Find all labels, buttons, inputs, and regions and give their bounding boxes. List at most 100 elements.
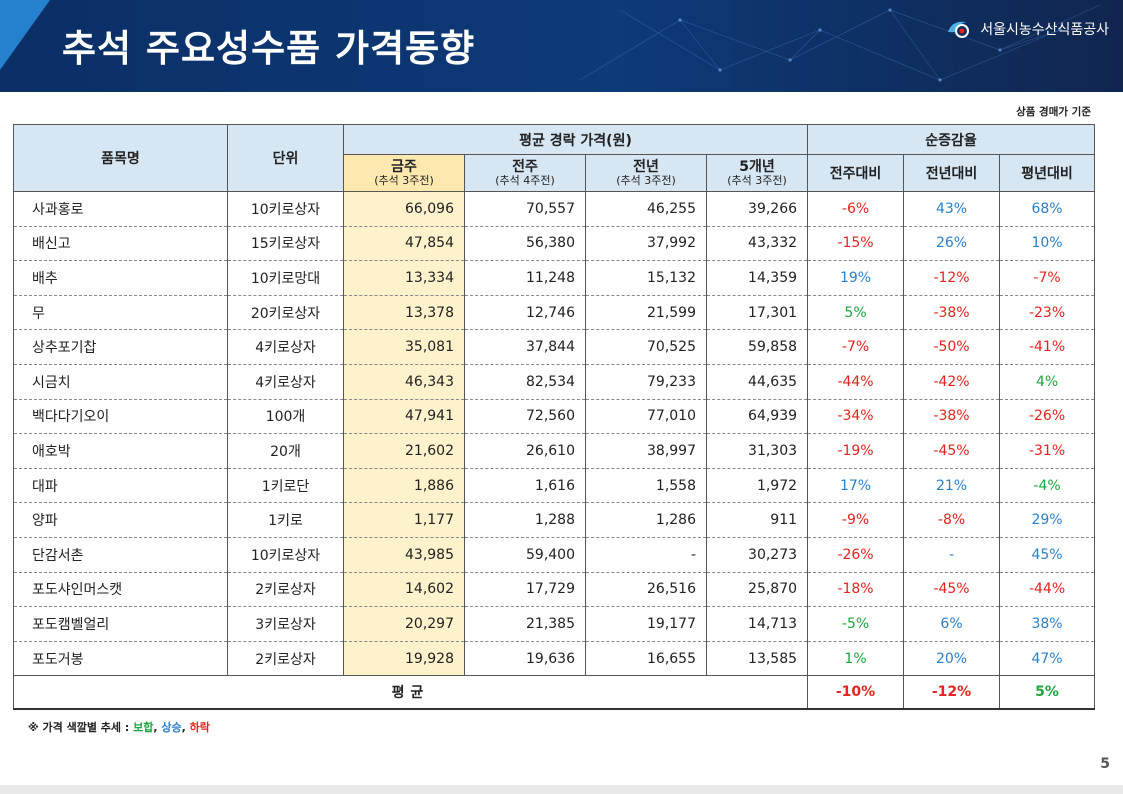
item-name: 양파: [13, 502, 228, 538]
rate-vs-last-week: -6%: [807, 191, 905, 227]
rate-vs-last-year: -50%: [903, 329, 1001, 365]
table-row: 시금치 4키로상자 46,343 82,534 79,233 44,635 -44% -42%…: [13, 363, 1096, 400]
price-this-week: 46,343: [343, 363, 465, 400]
rate-vs-last-year: 43%: [903, 191, 1001, 227]
price-last-week: 56,380: [464, 225, 586, 262]
header-accent-shape: [0, 0, 50, 70]
rate-vs-last-week: 19%: [807, 260, 905, 296]
item-unit: 1키로: [227, 502, 344, 538]
item-name: 시금치: [13, 363, 228, 400]
price-basis-note: 상품 경매가 기준: [1016, 106, 1091, 118]
rate-vs-last-week: -7%: [807, 329, 905, 365]
price-last-week: 26,610: [464, 433, 586, 469]
average-label: 평균: [12, 675, 809, 711]
price-last-week: 70,557: [464, 191, 586, 227]
price-this-week: 13,334: [343, 260, 465, 296]
rate-vs-last-week: -18%: [807, 571, 905, 608]
price-last-year: 79,233: [585, 363, 707, 400]
table-row: 무 20키로상자 13,378 12,746 21,599 17,301 5% -38% -23…: [13, 294, 1096, 331]
price-last-week: 72,560: [464, 398, 586, 435]
average-vs-normal-year: 5%: [999, 675, 1096, 711]
price-five-year: 30,273: [705, 536, 809, 573]
item-name: 백다다기오이: [13, 398, 228, 435]
rate-vs-last-year: 6%: [903, 606, 1001, 642]
price-five-year: 13,585: [705, 640, 809, 677]
price-five-year: 1,972: [705, 467, 809, 504]
rate-vs-last-week: 5%: [807, 294, 905, 331]
item-name: 단감서촌: [13, 536, 228, 573]
item-unit: 2키로상자: [227, 571, 344, 608]
table-row: 배신고 15키로상자 47,854 56,380 37,992 43,332 -15% 26%…: [13, 225, 1096, 262]
price-last-week: 82,534: [464, 363, 586, 400]
legend-sep-1: ,: [153, 721, 162, 734]
table-row: 양파 1키로 1,177 1,288 1,286 911 -9% -8% 29%: [13, 502, 1096, 538]
rate-vs-last-year: 26%: [903, 225, 1001, 262]
price-last-year: -: [585, 536, 707, 573]
price-last-year: 38,997: [585, 433, 707, 469]
item-name: 상추포기찹: [13, 329, 228, 365]
price-last-year: 19,177: [585, 606, 707, 642]
item-unit: 4키로상자: [227, 329, 344, 365]
price-this-week: 21,602: [343, 433, 465, 469]
table-row: 포도거봉 2키로상자 19,928 19,636 16,655 13,585 1% 20% 47…: [13, 640, 1096, 677]
item-name: 무: [13, 294, 228, 331]
legend-down: 하락: [189, 721, 210, 734]
item-unit: 15키로상자: [227, 225, 344, 262]
rate-vs-normal-year: 4%: [999, 363, 1096, 400]
price-last-year: 46,255: [585, 191, 707, 227]
rate-vs-last-year: -12%: [903, 260, 1001, 296]
table-row: 대파 1키로단 1,886 1,616 1,558 1,972 17% 21% -4%: [13, 467, 1096, 504]
price-this-week: 47,854: [343, 225, 465, 262]
col-header-vs-last-week: 전주대비: [807, 154, 905, 192]
price-last-week: 12,746: [464, 294, 586, 331]
col-header-vs-last-year: 전년대비: [903, 154, 1001, 192]
page-title: 추석 주요성수품 가격동향: [62, 27, 476, 70]
rate-vs-last-year: -45%: [903, 433, 1001, 469]
price-last-week: 21,385: [464, 606, 586, 642]
rate-vs-last-week: -34%: [807, 398, 905, 435]
org-logo: 서울시농수산식품공사: [946, 18, 1109, 40]
legend-sep-2: ,: [181, 721, 190, 734]
legend-up: 상승: [161, 721, 182, 734]
rate-vs-normal-year: 68%: [999, 191, 1096, 227]
price-this-week: 19,928: [343, 640, 465, 677]
rate-vs-last-year: -38%: [903, 398, 1001, 435]
price-five-year: 17,301: [705, 294, 809, 331]
price-this-week: 20,297: [343, 606, 465, 642]
rate-vs-normal-year: 38%: [999, 606, 1096, 642]
price-last-year: 1,286: [585, 502, 707, 538]
item-unit: 100개: [227, 398, 344, 435]
price-last-year: 77,010: [585, 398, 707, 435]
slide-header: 추석 주요성수품 가격동향 서울시농수산식품공사: [0, 0, 1123, 92]
rate-vs-last-week: -19%: [807, 433, 905, 469]
col-header-unit: 단위: [227, 124, 344, 192]
table-row: 포도샤인머스캣 2키로상자 14,602 17,729 26,516 25,870 -18%…: [13, 571, 1096, 608]
price-last-year: 26,516: [585, 571, 707, 608]
table-row: 애호박 20개 21,602 26,610 38,997 31,303 -19% -45% -3…: [13, 433, 1096, 469]
item-unit: 3키로상자: [227, 606, 344, 642]
table-row: 백다다기오이 100개 47,941 72,560 77,010 64,939 -34% -3…: [13, 398, 1096, 435]
rate-vs-normal-year: 47%: [999, 640, 1096, 677]
price-last-week: 1,616: [464, 467, 586, 504]
price-last-year: 37,992: [585, 225, 707, 262]
col-header-last-week: 전주 (추석 4주전): [464, 154, 586, 192]
rate-vs-last-week: -26%: [807, 536, 905, 573]
item-name: 사과홍로: [13, 191, 228, 227]
item-name: 포도샤인머스캣: [13, 571, 228, 608]
rate-vs-last-year: -45%: [903, 571, 1001, 608]
legend-flat: 보합: [133, 721, 154, 734]
price-last-year: 15,132: [585, 260, 707, 296]
color-legend-note: ※ 가격 색깔별 추세 : 보합, 상승, 하락: [28, 719, 210, 735]
rate-vs-last-year: -38%: [903, 294, 1001, 331]
item-name: 포도거봉: [13, 640, 228, 677]
price-five-year: 39,266: [705, 191, 809, 227]
item-name: 배신고: [13, 225, 228, 262]
col-header-item: 품목명: [13, 124, 228, 192]
item-unit: 10키로상자: [227, 191, 344, 227]
rate-vs-normal-year: -23%: [999, 294, 1096, 331]
price-last-year: 16,655: [585, 640, 707, 677]
item-unit: 20키로상자: [227, 294, 344, 331]
average-vs-last-week: -10%: [807, 675, 905, 711]
price-last-week: 17,729: [464, 571, 586, 608]
rate-vs-normal-year: 29%: [999, 502, 1096, 538]
